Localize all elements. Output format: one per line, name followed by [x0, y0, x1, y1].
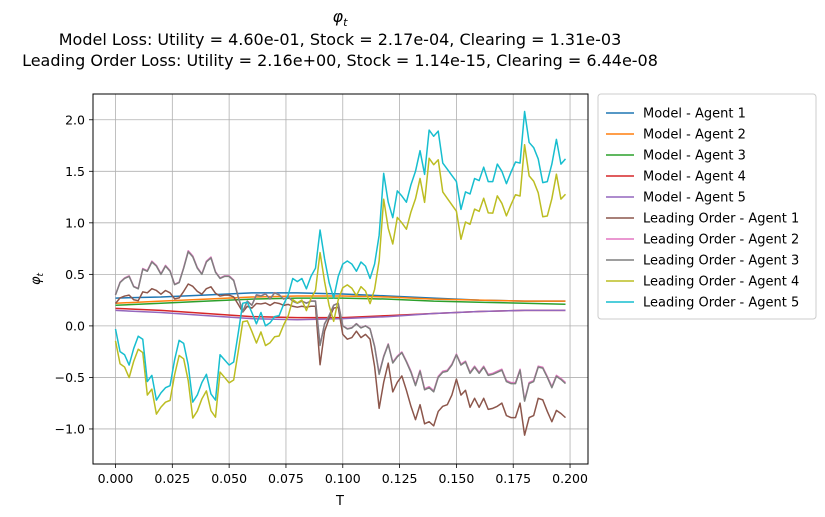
- y-tick-label: 0.5: [65, 267, 85, 282]
- plot-area: [92, 93, 589, 465]
- y-tick-label: 1.0: [65, 215, 85, 230]
- y-tick-label: −1.0: [55, 421, 85, 436]
- chart-title: φt: [333, 7, 349, 29]
- y-axis: −1.0 −0.5 0.0 0.5 1.0 1.5 2.0: [55, 112, 93, 436]
- legend-label: Leading Order - Agent 4: [643, 275, 799, 290]
- series-layer: [114, 110, 567, 436]
- legend-label: Model - Agent 1: [643, 107, 746, 122]
- x-tick-label: 0.075: [268, 471, 304, 486]
- legend-label: Model - Agent 4: [643, 170, 746, 185]
- legend-label: Leading Order - Agent 3: [643, 254, 799, 269]
- x-tick-label: 0.150: [439, 471, 475, 486]
- legend-label: Leading Order - Agent 5: [643, 296, 799, 311]
- x-tick-label: 0.025: [154, 471, 190, 486]
- series-line-leading-order-agent-5: [114, 110, 567, 403]
- x-tick-label: 0.000: [98, 471, 134, 486]
- plot-frame: [92, 93, 589, 465]
- chart-subtitle-model-loss: Model Loss: Utility = 4.60e-01, Stock = …: [59, 30, 622, 49]
- series-line-model-agent-3: [115, 297, 566, 307]
- y-tick-label: −0.5: [55, 370, 85, 385]
- y-tick-label: 1.5: [65, 164, 85, 179]
- legend: Model - Agent 1 Model - Agent 2 Model - Ag…: [597, 93, 817, 320]
- y-axis-label: φt: [29, 272, 46, 285]
- x-tick-label: 0.125: [382, 471, 418, 486]
- x-tick-label: 0.200: [552, 471, 588, 486]
- plot-background: [93, 94, 588, 464]
- legend-label: Leading Order - Agent 2: [643, 233, 799, 248]
- series-line-leading-order-agent-4: [114, 143, 567, 419]
- series-line-model-agent-5: [115, 309, 566, 321]
- legend-label: Model - Agent 3: [643, 149, 746, 164]
- series-line-leading-order-agent-1: [114, 283, 567, 436]
- series-line-model-agent-2: [115, 295, 566, 304]
- legend-label: Model - Agent 5: [643, 191, 746, 206]
- grid: [93, 94, 588, 464]
- x-axis: 0.000 0.025 0.050 0.075 0.100 0.125 0.150 0.175…: [98, 464, 588, 486]
- x-axis-label: T: [335, 494, 344, 509]
- legend-label: Model - Agent 2: [643, 128, 746, 143]
- x-tick-label: 0.100: [325, 471, 361, 486]
- x-tick-label: 0.050: [211, 471, 247, 486]
- legend-label: Leading Order - Agent 1: [643, 212, 799, 227]
- x-tick-label: 0.175: [495, 471, 531, 486]
- legend-box: [597, 93, 817, 320]
- series-line-leading-order-agent-3: [114, 250, 567, 402]
- y-tick-label: 2.0: [65, 112, 85, 127]
- y-tick-label: 0.0: [65, 318, 85, 333]
- chart-subtitle-leading-loss: Leading Order Loss: Utility = 2.16e+00, …: [22, 51, 658, 70]
